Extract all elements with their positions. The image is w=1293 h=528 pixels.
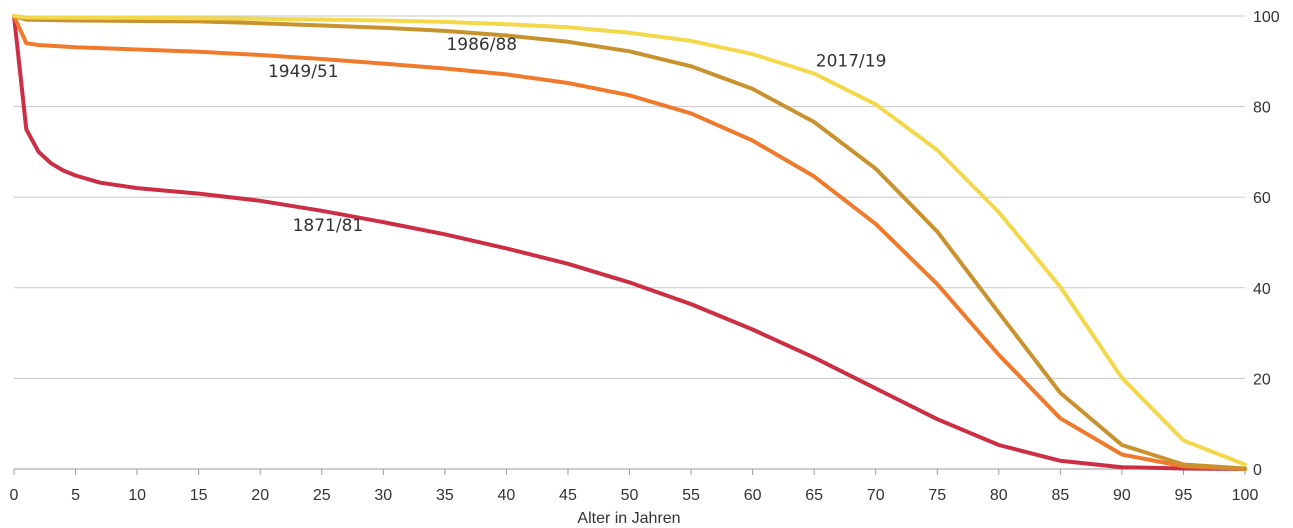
x-tick-label-35: 35 <box>436 487 454 504</box>
series-label-1871-81: 1871/81 <box>293 216 364 236</box>
x-tick-label-10: 10 <box>128 487 146 504</box>
series-label-1949-51: 1949/51 <box>268 62 339 82</box>
x-tick-label-5: 5 <box>71 487 80 504</box>
x-tick-label-65: 65 <box>805 487 823 504</box>
x-tick-label-45: 45 <box>559 487 577 504</box>
x-tick-label-75: 75 <box>928 487 946 504</box>
x-tick-label-70: 70 <box>867 487 885 504</box>
series-line-2017-19 <box>12 14 1247 467</box>
x-tick-label-40: 40 <box>498 487 516 504</box>
x-tick-label-55: 55 <box>682 487 700 504</box>
x-tick-label-50: 50 <box>621 487 639 504</box>
y-tick-label-60: 60 <box>1253 190 1271 207</box>
x-tick-label-0: 0 <box>10 487 19 504</box>
series-lines <box>12 14 1247 471</box>
x-tick-label-30: 30 <box>374 487 392 504</box>
series-label-1986-88: 1986/88 <box>446 35 517 55</box>
y-tick-label-80: 80 <box>1253 100 1271 117</box>
x-tick-label-80: 80 <box>990 487 1008 504</box>
x-tick-label-60: 60 <box>744 487 762 504</box>
x-tick-label-100: 100 <box>1232 487 1259 504</box>
x-tick-label-90: 90 <box>1113 487 1131 504</box>
x-tick-label-15: 15 <box>190 487 208 504</box>
y-tick-label-100: 100 <box>1253 9 1280 26</box>
series-line-1949-51 <box>12 14 1247 471</box>
series-label-2017-19: 2017/19 <box>816 52 887 72</box>
y-tick-label-0: 0 <box>1253 462 1262 479</box>
x-tick-label-85: 85 <box>1051 487 1069 504</box>
x-axis: 0 5 10 15 20 25 30 35 40 45 50 55 60 65 70 75 80 85 90 95 10… <box>10 468 1259 504</box>
y-axis-right: 0 20 40 60 80 100 <box>1253 9 1280 479</box>
x-tick-label-20: 20 <box>251 487 269 504</box>
horizontal-gridlines <box>14 15 1245 379</box>
x-tick-label-95: 95 <box>1175 487 1193 504</box>
series-annotations: 1871/81 1949/51 1986/88 2017/19 <box>268 35 886 236</box>
series-line-1871-81 <box>12 14 1247 471</box>
x-tick-label-25: 25 <box>313 487 331 504</box>
y-tick-label-20: 20 <box>1253 371 1271 388</box>
y-tick-label-40: 40 <box>1253 281 1271 298</box>
x-axis-title: Alter in Jahren <box>577 510 680 527</box>
series-line-1986-88 <box>12 14 1247 471</box>
